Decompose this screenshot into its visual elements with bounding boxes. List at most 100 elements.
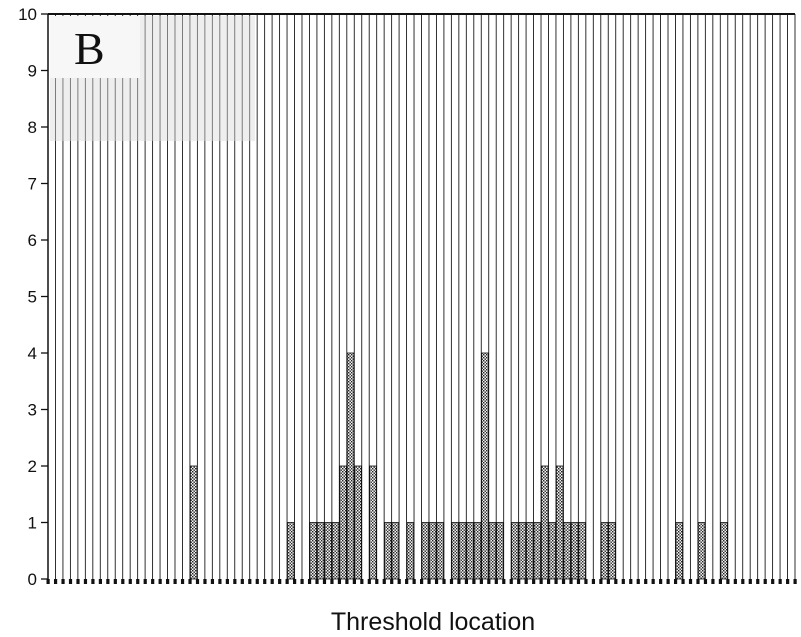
bar xyxy=(369,465,377,580)
x-tick xyxy=(629,579,633,584)
x-tick xyxy=(621,579,625,584)
x-tick xyxy=(479,579,483,584)
x-tick xyxy=(300,579,304,584)
x-tick xyxy=(793,579,797,584)
x-tick xyxy=(673,579,678,584)
x-tick xyxy=(434,579,439,584)
x-tick xyxy=(554,579,558,584)
x-tick xyxy=(166,579,170,584)
bar xyxy=(541,465,549,580)
x-tick xyxy=(180,579,185,584)
bar xyxy=(384,522,392,580)
y-tick-label: 1 xyxy=(28,514,37,533)
x-tick xyxy=(360,579,364,584)
x-tick xyxy=(636,579,640,584)
x-axis-title: Threshold location xyxy=(331,608,535,636)
y-tick-label: 6 xyxy=(28,231,37,250)
x-tick xyxy=(278,579,282,584)
x-tick xyxy=(644,579,648,584)
y-tick-label: 2 xyxy=(28,457,37,476)
x-tick xyxy=(263,579,267,584)
x-tick xyxy=(106,579,110,584)
x-tick xyxy=(53,579,58,584)
x-tick xyxy=(345,579,349,584)
x-tick xyxy=(352,579,356,584)
x-tick xyxy=(681,579,685,584)
x-tick xyxy=(255,579,259,584)
bar xyxy=(421,522,429,580)
x-tick xyxy=(696,579,700,584)
y-tick-label: 0 xyxy=(28,570,37,589)
x-tick xyxy=(390,579,394,584)
x-tick xyxy=(688,579,693,584)
x-tick xyxy=(614,579,618,584)
x-tick xyxy=(113,579,117,584)
x-tick xyxy=(195,579,200,584)
x-tick xyxy=(143,579,147,584)
x-tick xyxy=(151,579,155,584)
x-tick xyxy=(457,579,461,584)
x-tick xyxy=(233,579,237,584)
x-tick xyxy=(98,579,102,584)
x-tick xyxy=(412,579,416,584)
bar xyxy=(346,352,355,580)
x-tick xyxy=(367,579,371,584)
bar xyxy=(324,522,332,580)
x-tick xyxy=(517,579,521,584)
bar xyxy=(511,522,519,580)
x-tick xyxy=(509,579,513,584)
x-tick xyxy=(786,579,790,584)
bar xyxy=(466,522,474,580)
bar xyxy=(697,522,706,580)
bar xyxy=(309,522,317,580)
y-tick-label: 7 xyxy=(28,175,37,194)
x-tick xyxy=(337,579,342,584)
y-tick-label: 10 xyxy=(18,5,37,24)
x-axis-ticks xyxy=(46,579,797,584)
x-tick xyxy=(382,579,386,584)
bar xyxy=(428,522,437,580)
x-tick xyxy=(659,579,663,584)
x-tick xyxy=(449,579,454,584)
x-tick xyxy=(91,579,95,584)
x-tick xyxy=(158,579,162,584)
bar xyxy=(600,522,609,580)
x-tick xyxy=(763,579,767,584)
y-tick-label: 8 xyxy=(28,118,37,137)
x-tick xyxy=(606,579,610,584)
x-tick xyxy=(420,579,424,584)
bar xyxy=(570,522,579,580)
x-tick xyxy=(524,579,528,584)
x-tick xyxy=(561,579,566,584)
bar xyxy=(675,522,683,580)
x-tick xyxy=(591,579,596,584)
bar xyxy=(406,522,415,580)
x-tick xyxy=(546,579,551,584)
x-tick xyxy=(330,579,334,584)
bar xyxy=(578,522,586,580)
bar xyxy=(496,522,504,580)
bar xyxy=(481,352,489,580)
x-tick xyxy=(741,579,745,584)
x-tick xyxy=(285,579,289,584)
x-tick xyxy=(427,579,431,584)
x-tick xyxy=(76,579,80,584)
bar xyxy=(548,522,556,580)
x-tick xyxy=(218,579,222,584)
x-tick xyxy=(718,579,722,584)
x-tick xyxy=(225,579,229,584)
x-tick xyxy=(778,579,782,584)
x-tick xyxy=(240,579,244,584)
bar xyxy=(316,522,325,580)
bars xyxy=(189,352,728,580)
panel-label-box: B xyxy=(50,16,255,141)
x-tick xyxy=(711,579,715,584)
bar xyxy=(563,522,571,580)
x-tick xyxy=(464,579,469,584)
bar xyxy=(287,522,295,580)
x-tick xyxy=(569,579,573,584)
vertical-grid-lines xyxy=(47,14,796,579)
x-tick xyxy=(771,579,775,584)
y-tick-label: 4 xyxy=(28,344,37,363)
x-tick xyxy=(270,579,274,584)
